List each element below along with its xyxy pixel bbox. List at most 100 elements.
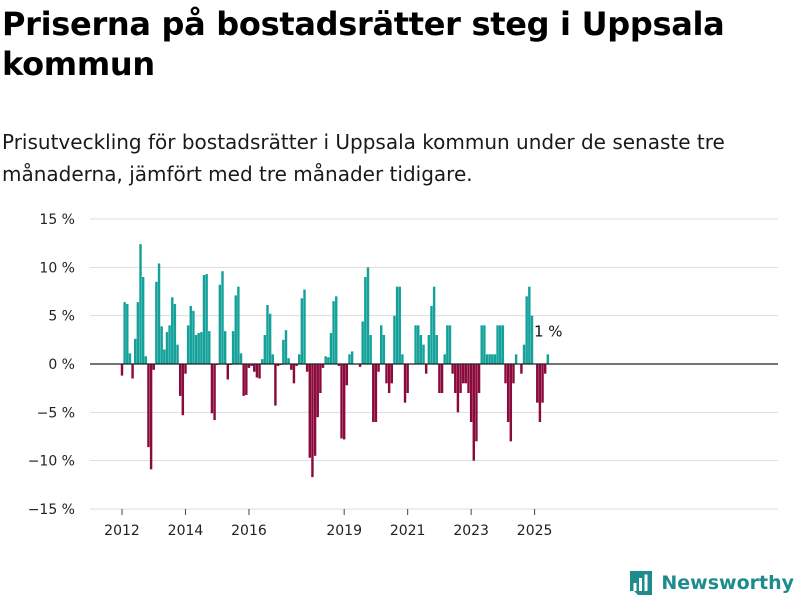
bar [313,364,317,456]
bar [245,364,248,395]
bar [255,364,259,378]
bar [483,325,486,364]
y-tick-label: 15 % [39,212,75,228]
bar [528,286,531,364]
bar [530,315,534,364]
bar [422,344,425,364]
bar [181,364,185,416]
bar [467,364,470,393]
bar [200,332,203,364]
bar [266,305,269,364]
bar [173,304,177,364]
bar [308,364,312,458]
bar [141,277,145,364]
bar [522,344,526,364]
bar [393,315,396,364]
bar [253,364,256,372]
bar [448,325,452,364]
bar [427,335,431,364]
bar [218,284,222,364]
bar [221,271,224,364]
bar [131,364,134,379]
bar [287,358,290,364]
bar [123,302,126,364]
y-tick-label: −15 % [28,502,75,518]
page-title: Priserna på bostadsrätter steg i Uppsala… [2,5,725,83]
bar [406,364,409,393]
bar [348,354,351,364]
bar [432,286,436,364]
bar [509,364,513,442]
bar [160,326,163,364]
bar [163,349,166,364]
bar [379,325,383,364]
bar [316,364,319,418]
bar [496,325,499,364]
bar [202,275,206,364]
bar [324,356,327,364]
bar [475,364,478,442]
bar [520,364,523,374]
bar [250,364,253,366]
bar [435,335,438,364]
bar [319,364,322,393]
bar [152,364,155,370]
bar [186,325,190,364]
bar [226,364,230,380]
bar [488,354,491,364]
brand-logo: Newsworthy [629,570,794,596]
bar [469,364,473,422]
bar [398,286,401,364]
bar [446,325,449,364]
bar [525,296,528,364]
bar [440,364,444,393]
bar [223,331,227,364]
bar [491,354,494,364]
bar [149,364,153,470]
bar [456,364,460,413]
bar [147,364,150,448]
bar [231,331,235,364]
bar [419,335,423,364]
y-tick-label: 5 % [48,309,75,325]
bar [387,364,391,393]
bar [290,364,293,370]
bar [197,333,200,364]
bar [454,364,457,393]
bar [543,364,547,374]
bars [90,244,778,478]
bar [340,364,343,439]
bar [417,325,420,364]
bar [260,359,264,364]
bar [282,339,285,364]
bar [390,364,393,384]
bar [208,331,211,364]
bar [120,364,124,376]
bar [337,364,341,366]
bar [258,364,261,379]
bar [184,364,187,374]
bar [303,289,306,364]
bar [546,354,550,364]
bar [128,353,132,364]
bar [514,354,518,364]
x-tick-label: 2012 [104,523,140,539]
bar [171,297,174,364]
x-tick-label: 2014 [168,523,204,539]
bar [194,335,198,364]
bar [364,277,367,364]
bar [538,364,542,422]
bar [321,364,325,368]
bar [504,364,507,384]
bar [284,330,288,364]
bar [237,286,240,364]
bar [430,306,433,364]
bar [443,354,446,364]
bar [234,295,237,364]
bar [247,364,251,368]
bar [401,354,404,364]
bar [493,354,497,364]
bar [292,364,296,384]
bar [424,364,428,374]
brand-name: Newsworthy [661,572,794,594]
